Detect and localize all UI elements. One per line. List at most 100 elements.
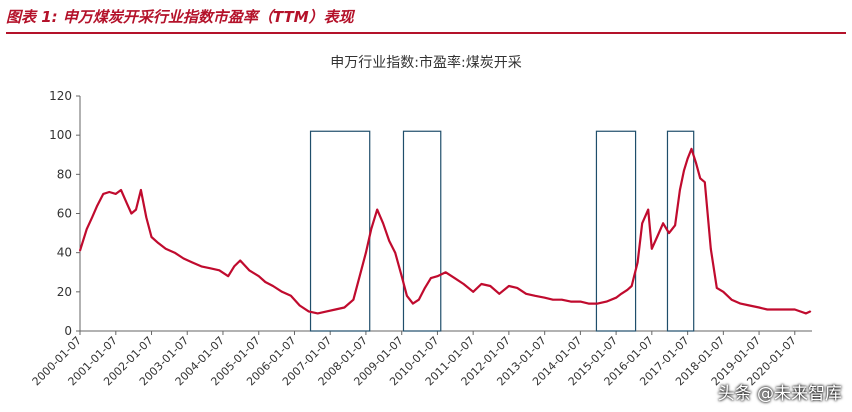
data-point: [424, 287, 426, 289]
data-point: [784, 308, 786, 311]
data-point: [615, 296, 617, 299]
data-point: [809, 310, 812, 313]
data-point: [85, 228, 88, 230]
data-point: [248, 269, 250, 272]
data-point: [662, 222, 664, 225]
data-point: [739, 302, 742, 305]
data-point: [636, 261, 639, 264]
data-point: [626, 289, 629, 291]
highlight-box: [595, 130, 637, 332]
data-point: [298, 304, 301, 307]
data-point: [164, 247, 167, 250]
data-point: [579, 300, 582, 303]
y-tick-label: 0: [64, 324, 72, 338]
data-point: [157, 242, 159, 244]
y-tick-label: 80: [57, 167, 72, 181]
data-point: [412, 302, 414, 305]
data-point: [406, 294, 408, 297]
data-point: [394, 251, 396, 254]
data-point: [722, 291, 725, 293]
data-point: [334, 308, 337, 311]
data-point: [710, 247, 712, 250]
data-point: [730, 298, 733, 301]
data-point: [489, 285, 492, 287]
data-point: [690, 148, 693, 150]
data-point: [233, 265, 236, 268]
data-point: [96, 204, 99, 207]
watermark: 头条 @未来智库: [717, 384, 842, 404]
data-point: [453, 277, 456, 279]
data-point: [150, 236, 153, 238]
data-point: [200, 265, 203, 268]
data-point: [227, 275, 230, 277]
figure-label: 图表 1: 申万煤炭开采行业指数市盈率（TTM）表现: [6, 8, 354, 26]
data-point: [130, 212, 133, 215]
pe-series-line: [78, 147, 811, 315]
data-point: [641, 222, 644, 225]
data-point: [647, 208, 650, 211]
data-point: [498, 292, 501, 295]
data-point: [703, 181, 706, 183]
data-point: [651, 247, 653, 250]
data-point: [108, 191, 111, 193]
data-point: [365, 251, 367, 254]
data-point: [758, 306, 760, 309]
data-point: [656, 236, 658, 238]
data-point: [430, 277, 432, 279]
data-point: [534, 294, 536, 297]
data-point: [281, 291, 283, 293]
data-point: [388, 240, 390, 242]
y-tick-label: 100: [49, 128, 72, 142]
data-point: [630, 285, 633, 287]
data-point: [766, 308, 769, 311]
data-point: [805, 312, 807, 315]
data-point: [173, 251, 176, 254]
data-point: [264, 281, 267, 283]
data-point: [683, 169, 685, 172]
data-point: [605, 300, 608, 303]
highlight-box: [402, 130, 442, 332]
data-point: [257, 275, 260, 277]
data-point: [695, 161, 697, 164]
chart-title: 申万行业指数:市盈率:煤炭开采: [330, 55, 522, 71]
data-point: [359, 271, 362, 274]
data-point: [316, 312, 319, 315]
data-point: [418, 298, 420, 301]
data-point: [376, 208, 378, 211]
data-point: [91, 216, 93, 219]
data-point: [699, 177, 701, 180]
y-tick-label: 120: [49, 89, 72, 103]
data-point: [218, 269, 221, 272]
data-point: [209, 267, 212, 270]
data-point: [668, 232, 670, 234]
data-point: [191, 261, 194, 264]
y-tick-label: 60: [57, 207, 72, 221]
data-point: [570, 300, 572, 303]
data-point: [674, 224, 676, 227]
data-point: [775, 308, 777, 311]
data-point: [525, 292, 527, 295]
figure-header: 图表 1: 申万煤炭开采行业指数市盈率（TTM）表现: [0, 0, 852, 34]
data-point: [115, 193, 117, 195]
data-point: [715, 287, 718, 289]
data-point: [679, 189, 681, 191]
data-point: [748, 304, 751, 307]
data-point: [239, 259, 241, 262]
highlight-box: [309, 130, 371, 332]
data-point: [596, 302, 599, 305]
data-point: [370, 228, 372, 230]
data-point: [343, 306, 346, 309]
data-point: [272, 285, 274, 287]
data-point: [120, 189, 122, 191]
data-point: [290, 294, 292, 297]
data-point: [620, 292, 623, 295]
data-point: [633, 275, 635, 277]
data-point: [307, 310, 310, 313]
y-tick-label: 20: [57, 285, 72, 299]
data-point: [135, 208, 137, 211]
data-point: [552, 298, 554, 301]
header-rule: [6, 32, 846, 34]
data-point: [79, 249, 81, 252]
data-point: [508, 285, 510, 287]
